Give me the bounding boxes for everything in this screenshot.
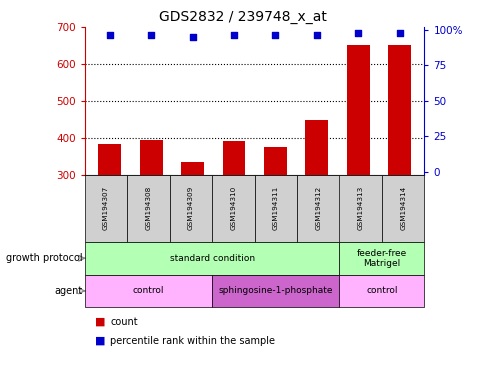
Text: control: control [133, 286, 164, 295]
Text: GSM194309: GSM194309 [188, 186, 194, 230]
Bar [181, 162, 203, 175]
Text: GSM194310: GSM194310 [230, 186, 236, 230]
Point [271, 32, 279, 38]
Text: ■: ■ [94, 336, 105, 346]
Text: agent: agent [54, 286, 82, 296]
Point [395, 30, 403, 36]
Text: percentile rank within the sample: percentile rank within the sample [110, 336, 274, 346]
Point [106, 32, 113, 38]
Bar [305, 121, 328, 175]
Bar [98, 144, 121, 175]
Text: feeder-free
Matrigel: feeder-free Matrigel [356, 248, 406, 268]
Point [188, 34, 196, 40]
Bar [346, 45, 369, 175]
Point [353, 30, 361, 36]
Text: GDS2832 / 239748_x_at: GDS2832 / 239748_x_at [158, 10, 326, 23]
Text: GSM194312: GSM194312 [315, 186, 320, 230]
Bar [222, 141, 245, 175]
Point [312, 32, 320, 38]
Text: GSM194311: GSM194311 [272, 186, 278, 230]
Text: ■: ■ [94, 317, 105, 327]
Text: GSM194307: GSM194307 [103, 186, 109, 230]
Text: GSM194313: GSM194313 [357, 186, 363, 230]
Text: GSM194308: GSM194308 [145, 186, 151, 230]
Text: GSM194314: GSM194314 [399, 186, 405, 230]
Text: standard condition: standard condition [169, 254, 254, 263]
Bar [263, 147, 286, 175]
Text: sphingosine-1-phosphate: sphingosine-1-phosphate [218, 286, 333, 295]
Text: control: control [365, 286, 397, 295]
Bar [139, 140, 162, 175]
Bar [387, 45, 410, 175]
Point [147, 32, 155, 38]
Point [229, 32, 237, 38]
Text: count: count [110, 317, 137, 327]
Text: growth protocol: growth protocol [6, 253, 82, 263]
